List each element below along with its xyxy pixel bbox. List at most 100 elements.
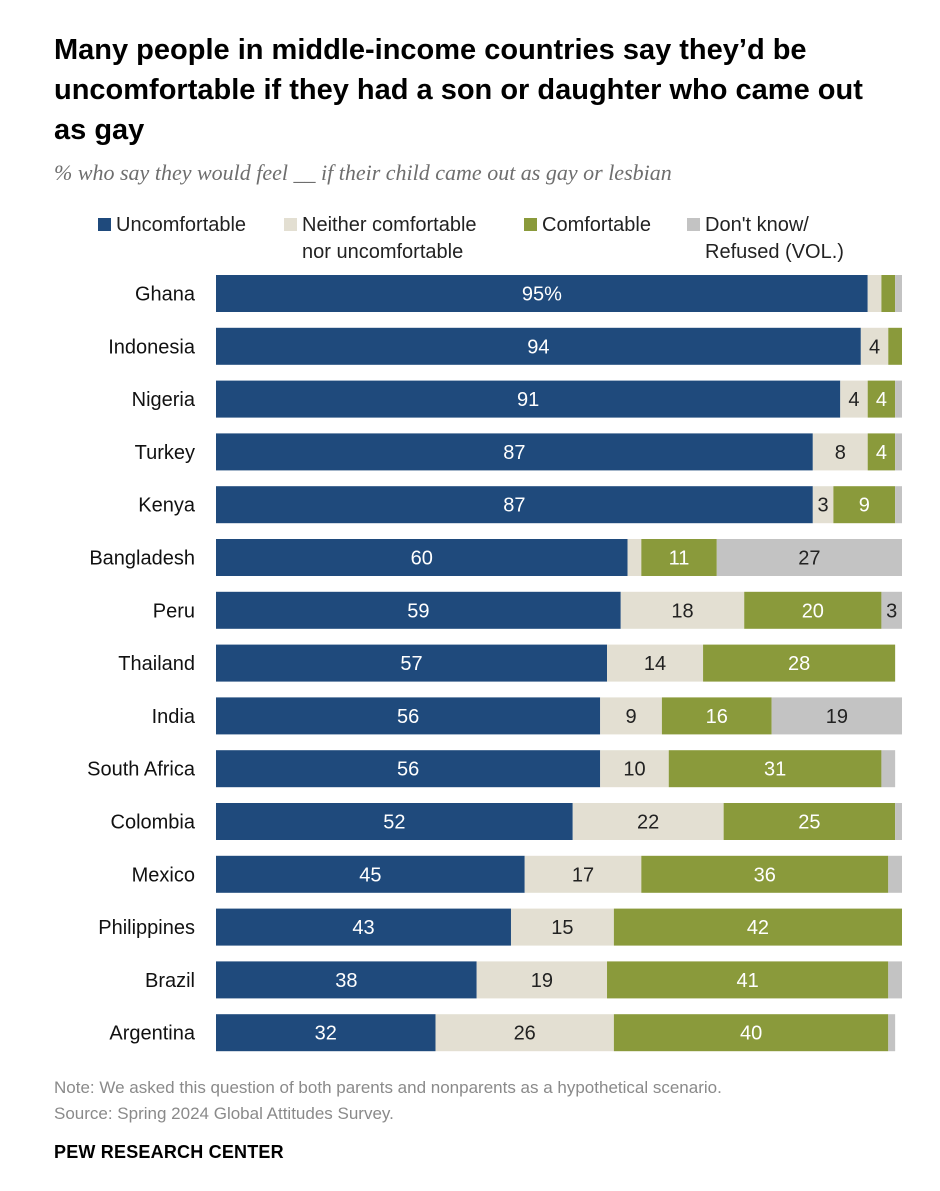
bar-row: South Africa 56 10 31 xyxy=(87,750,896,788)
bar-segment xyxy=(641,855,889,893)
bar-segment xyxy=(216,750,601,788)
brand-logo-text: PEW RESEARCH CENTER xyxy=(54,1142,284,1162)
bar-row: Nigeria 91 4 4 xyxy=(132,380,902,418)
bar-segment xyxy=(895,486,902,524)
category-label: Peru xyxy=(153,600,195,622)
data-label: 45 xyxy=(359,864,381,886)
bar-row: Mexico 45 17 36 xyxy=(132,855,902,893)
data-label: 87 xyxy=(503,442,525,464)
bar-segment xyxy=(620,591,745,629)
bar-segment xyxy=(572,803,724,840)
bar-segment xyxy=(216,433,813,471)
bar-segment xyxy=(476,961,608,999)
note-text: Note: We asked this question of both par… xyxy=(54,1078,722,1097)
category-label: Brazil xyxy=(145,970,195,992)
bar-segment xyxy=(435,1014,614,1052)
data-label: 27 xyxy=(798,548,820,570)
legend-label: Comfortable xyxy=(542,214,651,236)
bar-segment xyxy=(703,644,896,682)
data-label: 15 xyxy=(551,917,573,939)
bar-segment xyxy=(895,803,902,840)
bar-segment xyxy=(600,697,662,735)
bar-row: Indonesia 94 4 xyxy=(108,327,902,365)
data-label: 43 xyxy=(352,917,374,939)
bar-segment xyxy=(216,539,628,576)
bar-segment xyxy=(723,803,896,840)
bar-segment xyxy=(613,1014,889,1052)
data-label: 11 xyxy=(669,548,690,570)
data-label: 91 xyxy=(517,389,539,411)
data-label: 10 xyxy=(623,759,645,781)
bar-segment xyxy=(888,1014,896,1052)
bar-segment xyxy=(895,380,902,418)
category-label: India xyxy=(152,706,196,728)
bar-row: Turkey 87 8 4 xyxy=(135,433,902,471)
bar-segment xyxy=(216,486,813,524)
bar-segment xyxy=(888,961,902,999)
data-label: 9 xyxy=(859,495,870,517)
data-label: 8 xyxy=(835,442,846,464)
bar-segment xyxy=(867,433,896,471)
data-label: 4 xyxy=(876,442,887,464)
bar-segment xyxy=(216,855,525,893)
bar-segment xyxy=(216,1014,436,1052)
data-label: 87 xyxy=(503,495,525,517)
category-label: Turkey xyxy=(135,442,195,464)
data-label: 40 xyxy=(740,1023,762,1045)
source-text: Source: Spring 2024 Global Attitudes Sur… xyxy=(54,1104,394,1123)
bar-segment xyxy=(771,697,902,735)
bar-segment xyxy=(216,697,601,735)
data-label: 25 xyxy=(798,812,820,834)
data-label: 14 xyxy=(644,653,666,675)
bar-segment xyxy=(888,327,902,365)
legend-swatch xyxy=(98,218,111,231)
bar-segment xyxy=(881,750,896,788)
data-label: 41 xyxy=(737,970,759,992)
bar-segment xyxy=(216,908,511,946)
data-label: 56 xyxy=(397,706,419,728)
data-label: 31 xyxy=(764,759,786,781)
bar-segment xyxy=(607,961,889,999)
data-label: 94 xyxy=(527,336,549,358)
chart-subtitle: % who say they would feel __ if their ch… xyxy=(54,160,672,185)
bar-segment xyxy=(895,275,902,312)
data-label: 4 xyxy=(876,389,887,411)
data-label: 3 xyxy=(818,495,829,517)
data-label: 95% xyxy=(522,284,562,306)
bar-segment xyxy=(881,591,902,629)
bar-segment xyxy=(716,539,902,576)
bar-row: Bangladesh 60 11 27 xyxy=(89,539,902,576)
category-label: South Africa xyxy=(87,759,196,781)
data-label: 17 xyxy=(572,864,594,886)
bar-segment xyxy=(812,486,834,524)
bar-segment xyxy=(216,961,477,999)
legend-label: Uncomfortable xyxy=(116,214,247,236)
bar-segment xyxy=(867,275,882,312)
data-label: 26 xyxy=(514,1023,536,1045)
bar-row: India 56 9 16 19 xyxy=(152,697,902,735)
category-label: Mexico xyxy=(132,864,195,886)
bar-segment xyxy=(216,275,868,312)
bar-segment xyxy=(840,380,868,418)
category-label: Kenya xyxy=(138,495,196,517)
data-label: 32 xyxy=(315,1023,337,1045)
data-label: 28 xyxy=(788,653,810,675)
chart-note: Note: We asked this question of both par… xyxy=(54,1075,914,1127)
bar-segment xyxy=(216,803,573,840)
bar-segment xyxy=(510,908,614,946)
legend-swatch xyxy=(284,218,297,231)
bar-row: Peru 59 18 20 3 xyxy=(153,591,902,629)
category-label: Nigeria xyxy=(132,389,196,411)
bar-segment xyxy=(895,433,902,471)
bar-segment xyxy=(888,855,902,893)
bar-segment xyxy=(216,591,621,629)
data-label: 18 xyxy=(671,600,693,622)
bar-segment xyxy=(641,539,717,576)
category-label: Argentina xyxy=(109,1023,195,1045)
category-label: Colombia xyxy=(111,812,196,834)
data-label: 22 xyxy=(637,812,659,834)
bar-segment xyxy=(524,855,642,893)
bar-segment xyxy=(867,380,896,418)
data-label: 52 xyxy=(383,812,405,834)
